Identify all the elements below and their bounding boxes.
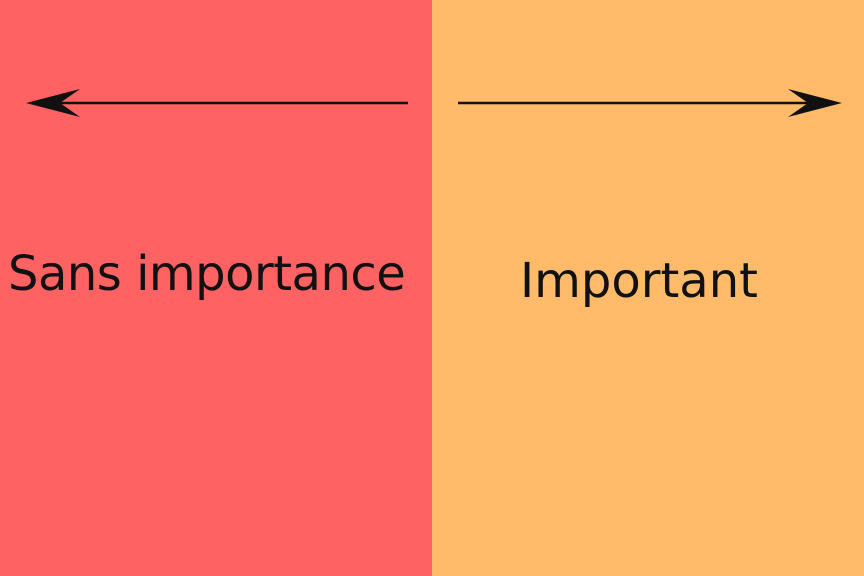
important-label: Important [520,253,758,309]
arrow-left-icon [26,89,408,117]
unimportant-label: Sans importance [8,246,406,302]
important-panel: Important [432,0,864,576]
unimportant-panel: Sans importance [0,0,432,576]
arrow-right-icon [458,89,842,117]
